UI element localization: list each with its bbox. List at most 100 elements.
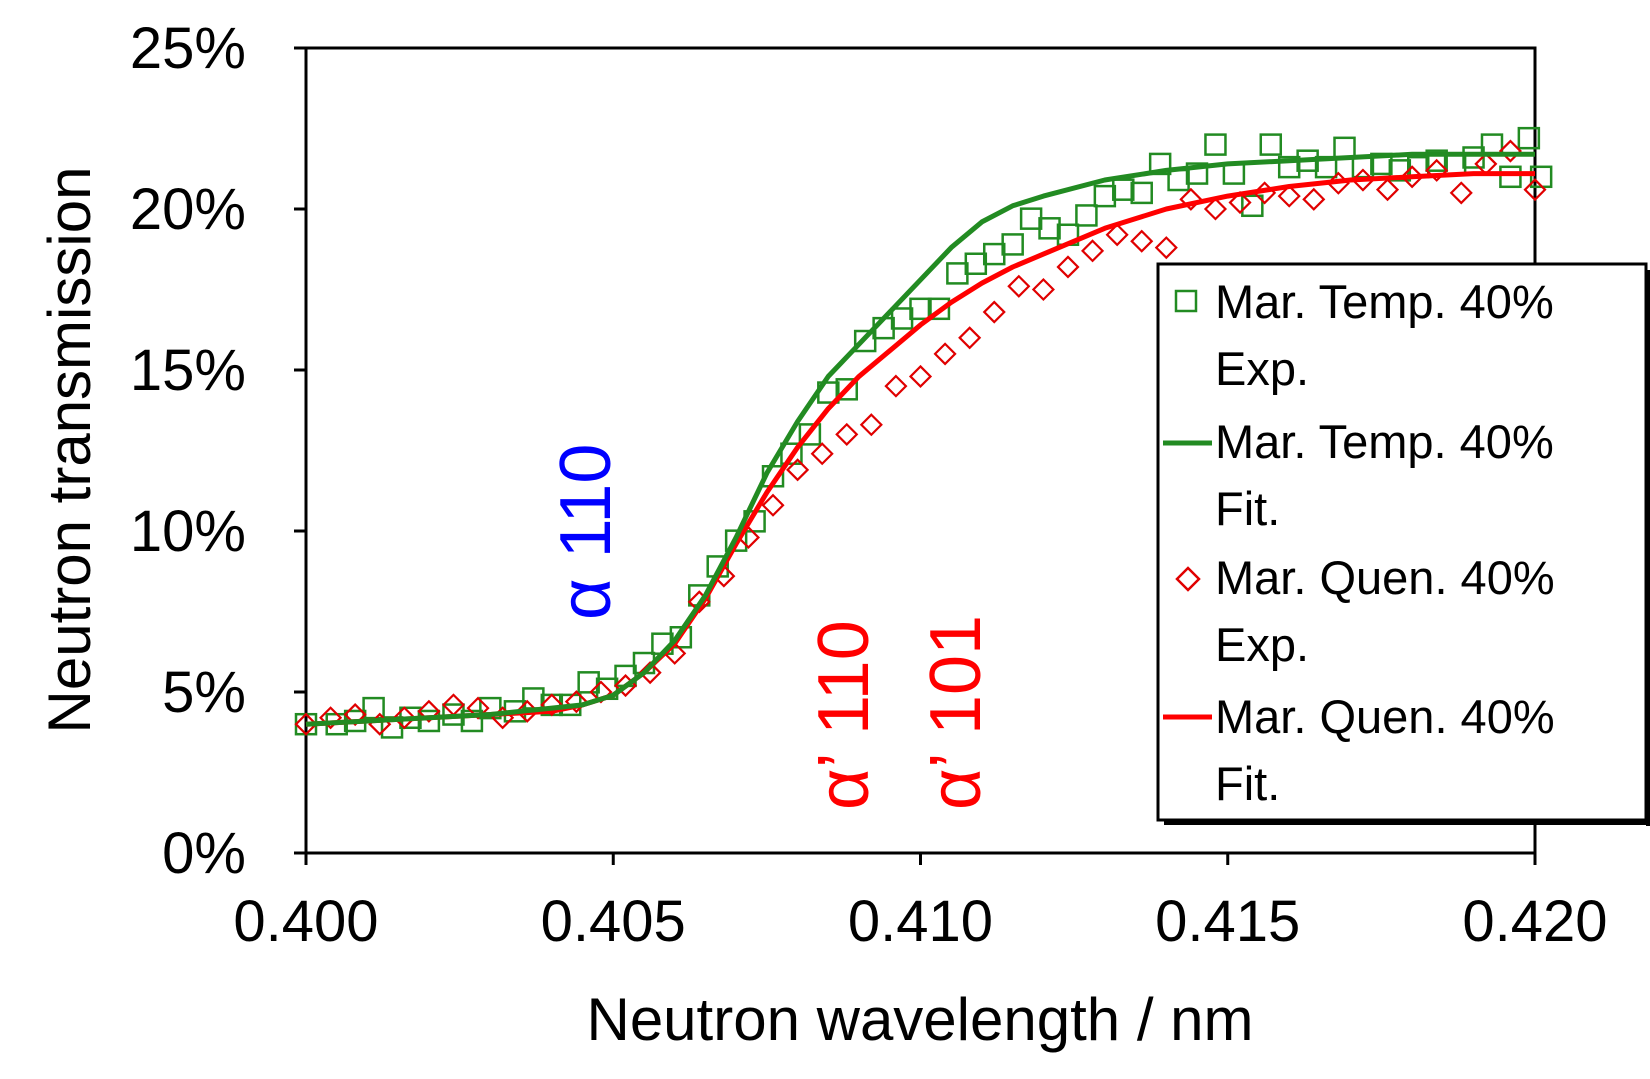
x-axis-title: Neutron wavelength / nm xyxy=(586,986,1253,1053)
data-point-diamond xyxy=(1375,178,1400,202)
y-tick-label: 15% xyxy=(130,338,246,403)
legend-item-3-line1: Mar. Quen. 40% xyxy=(1215,551,1555,604)
legend-item-3-line2: Exp. xyxy=(1215,618,1309,671)
data-point-square xyxy=(1001,233,1024,256)
data-point-square xyxy=(798,423,822,446)
data-point-square xyxy=(853,329,877,353)
data-point-diamond xyxy=(1007,274,1031,298)
data-point-diamond xyxy=(1031,277,1055,302)
data-point-square xyxy=(1277,155,1301,179)
data-point-square xyxy=(927,297,951,321)
data-point-diamond xyxy=(810,442,834,466)
legend-item-2-line2: Fit. xyxy=(1215,482,1280,535)
y-axis: 0% 5% 10% 15% 20% 25% xyxy=(130,16,306,886)
data-point-diamond xyxy=(908,364,933,388)
data-point-diamond xyxy=(589,680,613,704)
series-2 xyxy=(305,151,1535,727)
data-point-diamond xyxy=(982,300,1006,324)
data-point-diamond xyxy=(1400,165,1424,189)
data-point-diamond xyxy=(466,696,490,720)
data-point-square xyxy=(1185,162,1209,185)
y-tick-label: 20% xyxy=(130,177,246,242)
data-point-square xyxy=(1093,184,1117,208)
data-point-diamond xyxy=(638,661,662,685)
data-point-diamond xyxy=(1056,255,1080,279)
x-tick-label: 0.415 xyxy=(1155,889,1300,954)
annotation-alpha-prime-110: α’ 110 xyxy=(804,620,884,810)
data-point-diamond xyxy=(1228,191,1252,215)
annotation-alpha-prime-101: α’ 101 xyxy=(916,615,996,810)
data-point-square xyxy=(1038,217,1061,240)
annotation-alpha-110: α 110 xyxy=(546,444,626,620)
y-axis-title: Neutron transmission xyxy=(36,167,103,734)
data-point-diamond xyxy=(392,706,416,730)
data-point-diamond xyxy=(786,458,810,482)
data-point-square xyxy=(1241,194,1264,218)
legend-marker-square-icon xyxy=(1174,289,1198,313)
data-point-diamond xyxy=(933,342,957,366)
data-point-diamond xyxy=(1425,158,1449,182)
data-point-square xyxy=(1259,133,1283,156)
data-point-diamond xyxy=(958,326,982,350)
data-point-diamond xyxy=(319,706,343,730)
data-point-diamond xyxy=(564,690,588,714)
legend-item-1-line1: Mar. Temp. 40% xyxy=(1215,275,1554,328)
legend-item-1-line2: Exp. xyxy=(1215,342,1309,395)
data-point-diamond xyxy=(1449,181,1473,205)
x-axis: 0.400 0.405 0.410 0.415 0.420 xyxy=(233,853,1608,954)
data-point-square xyxy=(1517,126,1541,150)
series-3 xyxy=(294,139,1547,736)
data-point-diamond xyxy=(859,413,883,437)
x-tick-label: 0.420 xyxy=(1462,889,1607,954)
data-point-square xyxy=(1130,181,1153,205)
data-point-diamond xyxy=(884,374,908,398)
y-tick-label: 0% xyxy=(162,821,246,886)
data-point-square xyxy=(1204,133,1227,156)
data-point-square xyxy=(1112,178,1135,201)
data-point-diamond xyxy=(1179,187,1203,211)
legend-item-2-line1: Mar. Temp. 40% xyxy=(1215,415,1554,468)
y-tick-label: 25% xyxy=(130,16,246,81)
data-point-diamond xyxy=(761,493,785,517)
x-tick-label: 0.405 xyxy=(541,889,686,954)
legend-item-4-line1: Mar. Quen. 40% xyxy=(1215,690,1555,743)
data-point-diamond xyxy=(1081,239,1105,263)
data-point-square xyxy=(417,709,441,733)
data-point-square xyxy=(1075,204,1098,227)
data-point-diamond xyxy=(1523,178,1547,202)
data-point-diamond xyxy=(1154,236,1178,260)
data-point-square xyxy=(1148,152,1172,176)
legend-marker-diamond-icon xyxy=(1175,566,1201,592)
legend-item-4-line2: Fit. xyxy=(1215,757,1280,810)
data-point-square xyxy=(780,442,803,465)
data-point-diamond xyxy=(1130,229,1154,253)
data-point-diamond xyxy=(417,699,441,723)
y-tick-label: 10% xyxy=(130,499,246,564)
x-tick-label: 0.400 xyxy=(233,889,378,954)
data-point-square xyxy=(1499,165,1522,189)
data-point-square xyxy=(362,696,385,720)
data-point-diamond xyxy=(1203,197,1228,221)
data-point-square xyxy=(577,671,600,694)
series-layer xyxy=(294,126,1553,739)
legend: Mar. Temp. 40% Exp. Mar. Temp. 40% Fit. … xyxy=(1156,262,1650,826)
x-tick-label: 0.410 xyxy=(848,889,993,954)
data-point-square xyxy=(909,297,932,321)
data-point-diamond xyxy=(343,702,367,727)
legend-box xyxy=(1156,262,1648,822)
data-point-square xyxy=(1425,149,1448,172)
data-point-square xyxy=(479,696,502,720)
data-point-diamond xyxy=(835,422,859,446)
data-point-diamond xyxy=(1105,223,1129,247)
y-tick-label: 5% xyxy=(162,660,246,725)
data-point-diamond xyxy=(294,712,318,736)
data-point-diamond xyxy=(1277,184,1301,208)
data-point-diamond xyxy=(540,693,564,717)
legend-shadow-right xyxy=(1646,270,1650,826)
data-point-square xyxy=(724,529,748,552)
fit-line xyxy=(305,151,1535,727)
data-point-diamond xyxy=(1498,139,1522,163)
legend-shadow-bottom xyxy=(1164,820,1650,825)
data-point-square xyxy=(835,378,859,401)
